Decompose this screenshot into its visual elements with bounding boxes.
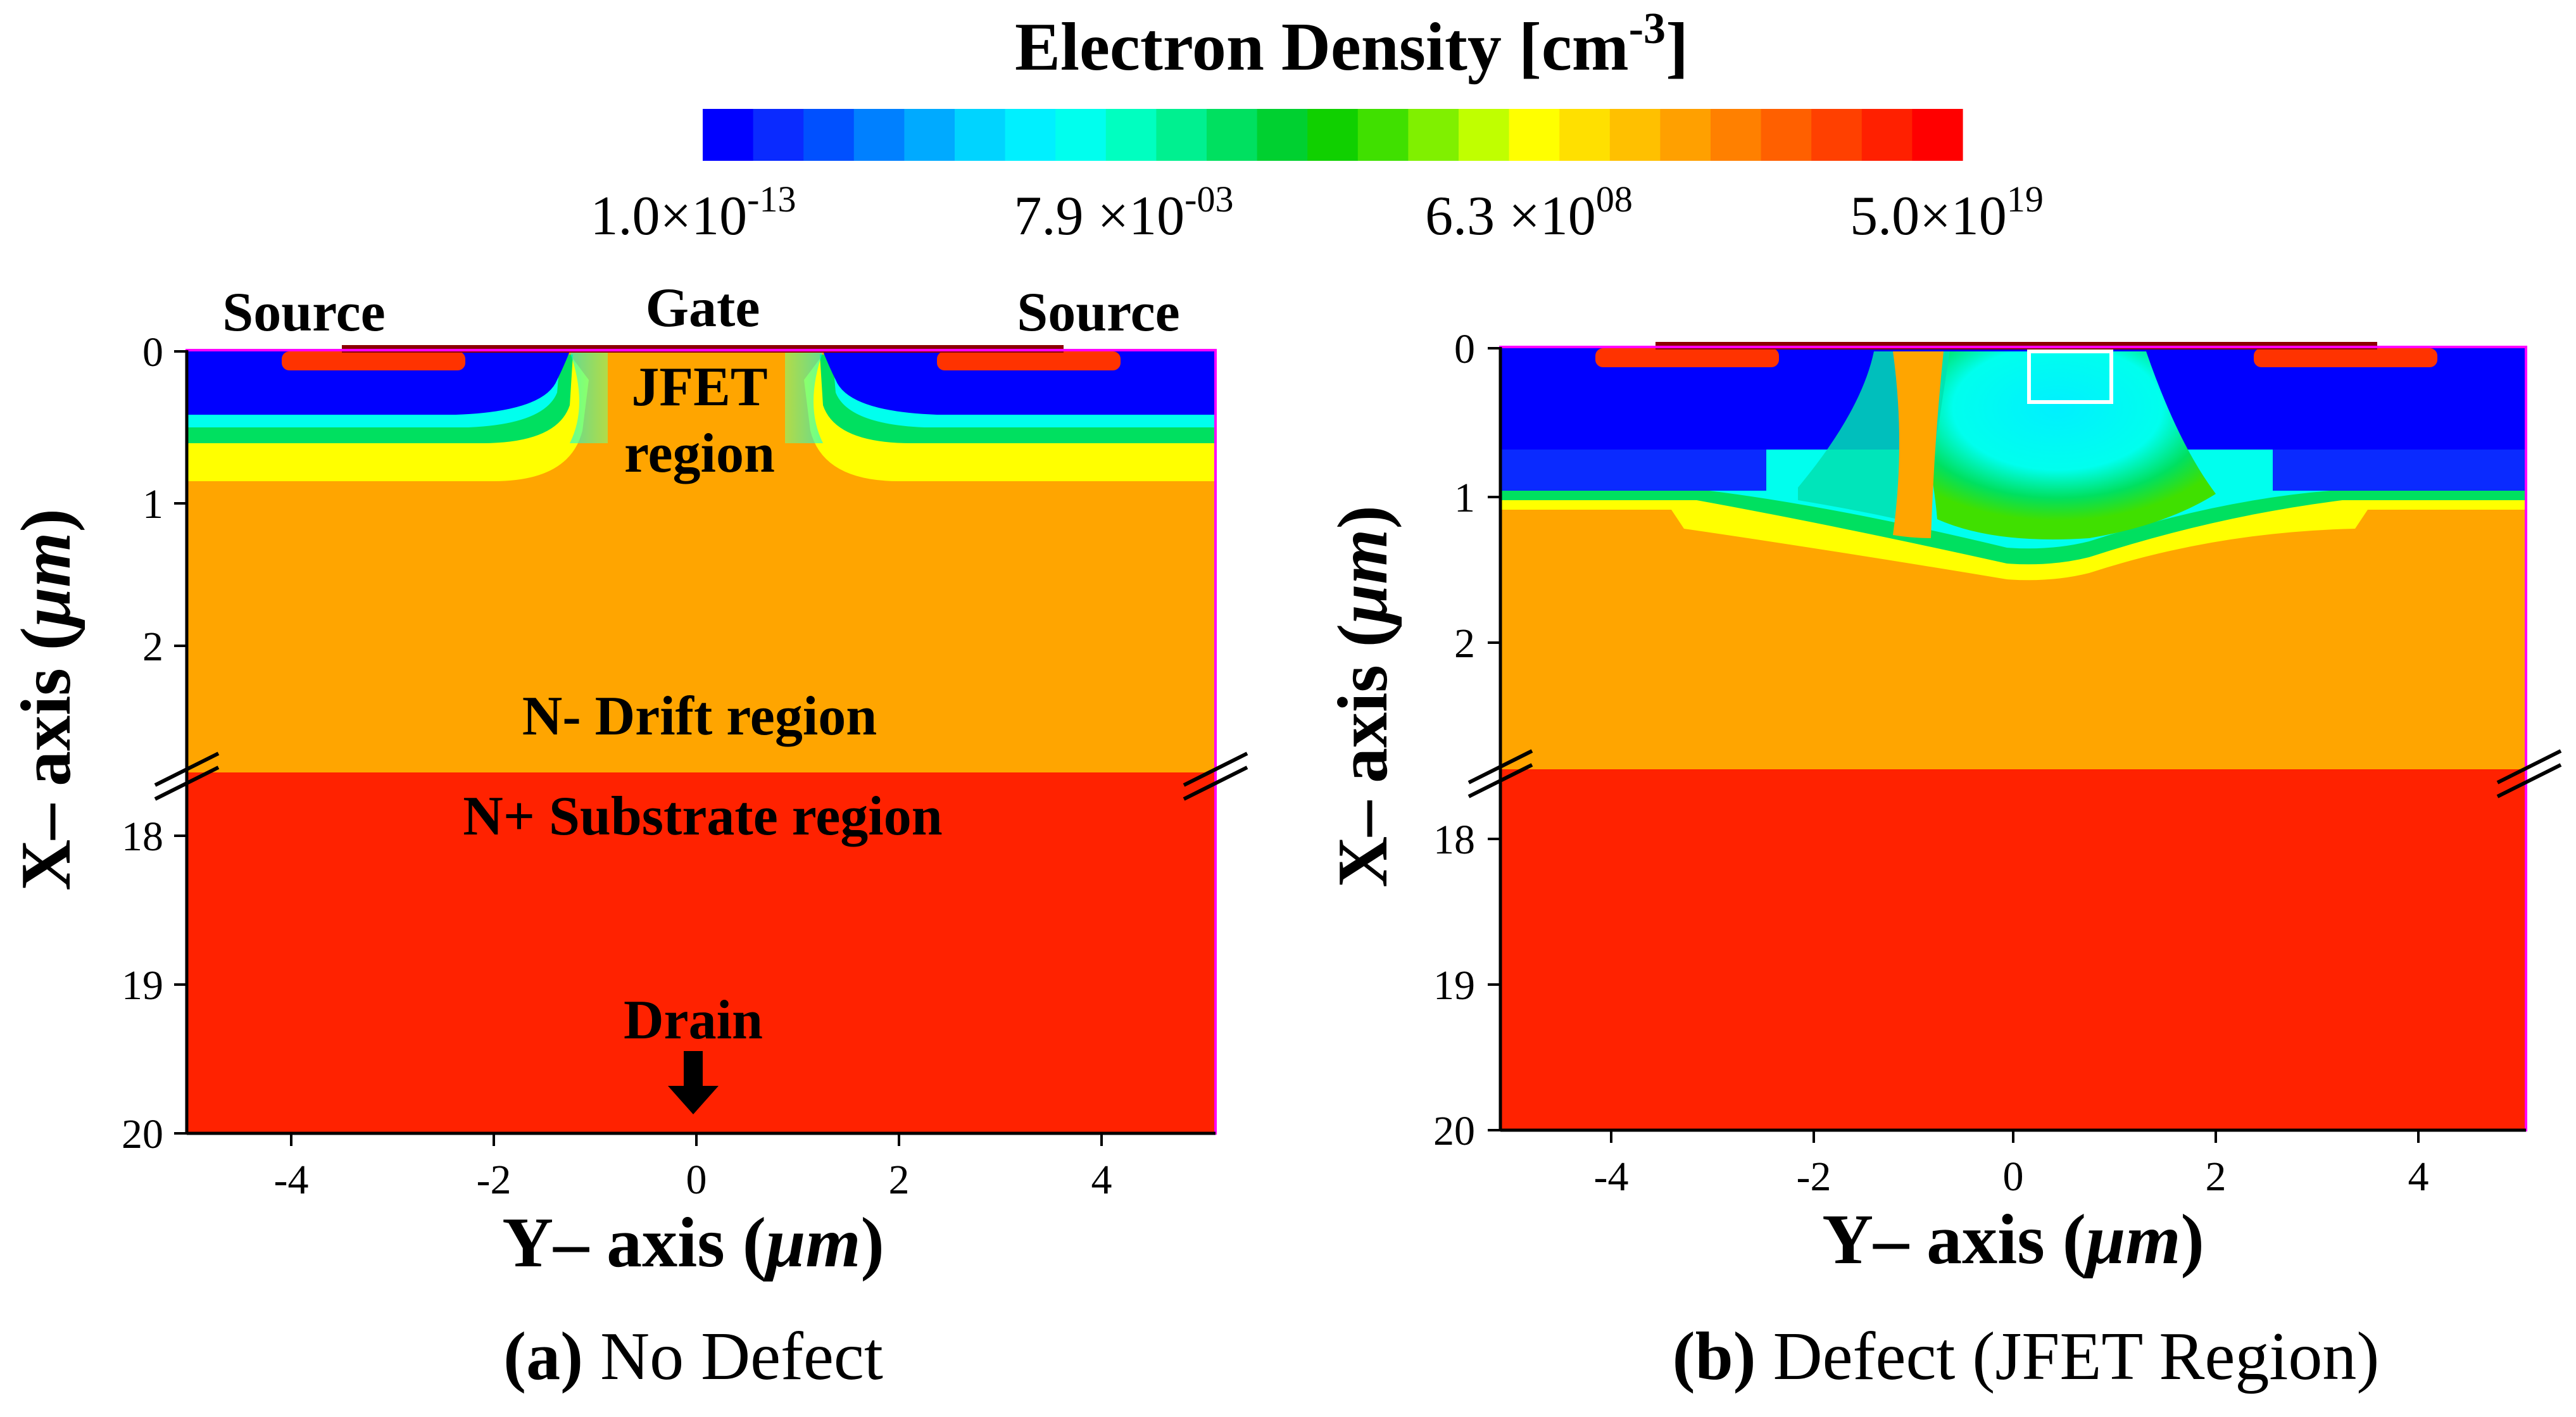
colorbar-cell (1660, 109, 1711, 161)
colorbar-cell (1459, 109, 1510, 161)
panel-a-y-tick: 2 (142, 624, 163, 670)
colorbar-tick-3: 6.3 ×1008 (1425, 179, 1633, 247)
colorbar-cell (803, 109, 855, 161)
panel-a-label-source-left: Source (222, 282, 385, 343)
panel-b-source-implant-right (2254, 348, 2437, 367)
colorbar-tick-4: 5.0×1019 (1850, 179, 2044, 247)
colorbar-cell (1257, 109, 1308, 161)
panel-a-label-substrate: N+ Substrate region (463, 786, 942, 847)
panel-b-defect-marker (2027, 350, 2113, 404)
drain-arrow-icon (668, 1051, 719, 1114)
colorbar-cell (1307, 109, 1359, 161)
colorbar-cell (1912, 109, 1963, 161)
panel-a-pwell-left (187, 351, 570, 415)
colorbar-cell (1105, 109, 1157, 161)
panel-b: -4 -2 0 2 4 0 1 2 18 19 20 Y– axis (μm) … (1324, 326, 2562, 1394)
colorbar-cell (1509, 109, 1560, 161)
panel-a-label-jfet-region: region (624, 423, 775, 484)
panel-a-x-tick: 0 (686, 1157, 707, 1203)
colorbar-cells (703, 109, 1963, 161)
panel-b-x-tick: 0 (2003, 1154, 2024, 1200)
colorbar-tick-2: 7.9 ×10-03 (1014, 179, 1234, 247)
panel-a-x-tick: 4 (1091, 1157, 1112, 1203)
panel-a-label-source-right: Source (1017, 282, 1179, 343)
panel-b-y-tick: 2 (1454, 620, 1475, 667)
colorbar-tick-1: 1.0×10-13 (591, 179, 796, 247)
panel-b-y-tick: 19 (1433, 962, 1475, 1009)
panel-a-axis-break-left (154, 752, 220, 801)
colorbar-cell (1408, 109, 1459, 161)
colorbar-cell (955, 109, 1006, 161)
panel-b-y-tick: 1 (1454, 475, 1475, 521)
colorbar-ticks: 1.0×10-13 7.9 ×10-03 6.3 ×1008 5.0×1019 (591, 179, 2044, 247)
panel-b-y-axis-label: X– axis (μm) (1324, 505, 1402, 888)
panel-b-y-tick: 20 (1433, 1108, 1475, 1154)
panel-a-label-drain: Drain (624, 990, 763, 1051)
panel-b-x-tick: 4 (2408, 1154, 2429, 1200)
panel-a-region-labels: Source Gate Source JFET region N- Drift … (222, 277, 1179, 1051)
panel-b-axis-break-left (1467, 749, 1533, 798)
colorbar-cell (1711, 109, 1762, 161)
panel-a-axis-break-right (1183, 752, 1248, 801)
panel-a-y-ticks: 0 1 2 18 19 20 (122, 329, 187, 1157)
colorbar-cell (1005, 109, 1056, 161)
panel-b-channel-core (1893, 351, 1944, 538)
panel-a-x-tick: -4 (274, 1157, 309, 1203)
panel-b-x-ticks: -4 -2 0 2 4 (1594, 1130, 2429, 1200)
panel-b-x-tick: -2 (1797, 1154, 1831, 1200)
panel-a-x-tick: -2 (477, 1157, 512, 1203)
panel-a-jfet-core (608, 351, 785, 472)
panel-b-x-tick: -4 (1594, 1154, 1629, 1200)
colorbar-cell (1811, 109, 1863, 161)
colorbar-cell (1055, 109, 1107, 161)
panel-a: -4 -2 0 2 4 0 1 2 18 19 20 Source Gate S… (7, 277, 1248, 1394)
panel-a-source-implant-left (282, 351, 465, 370)
colorbar-cell (703, 109, 754, 161)
panel-b-source-implant-left (1595, 348, 1779, 367)
colorbar-cell (1609, 109, 1661, 161)
panel-a-y-tick: 1 (142, 481, 163, 527)
panel-a-y-axis-label: X– axis (μm) (7, 508, 85, 891)
colorbar-cell (853, 109, 905, 161)
panel-b-caption: (b) Defect (JFET Region) (1673, 1319, 2380, 1394)
panel-a-label-drift: N- Drift region (522, 686, 877, 747)
colorbar-cell (1156, 109, 1207, 161)
panel-b-depletion-lower-right (2273, 450, 2526, 491)
panel-a-x-axis-label: Y– axis (μm) (502, 1204, 884, 1282)
panel-b-defect-bowl (1899, 351, 2216, 539)
panel-a-label-gate: Gate (646, 277, 760, 339)
colorbar-cell (1207, 109, 1258, 161)
colorbar-cell (1357, 109, 1409, 161)
colorbar-cell (904, 109, 955, 161)
panel-a-caption: (a) No Defect (503, 1319, 883, 1394)
panel-b-x-axis-label: Y– axis (μm) (1822, 1200, 2204, 1279)
panel-b-x-tick: 2 (2206, 1154, 2227, 1200)
panel-a-y-tick: 20 (122, 1111, 163, 1157)
panel-b-axis-break-right (2496, 749, 2562, 798)
panel-a-source-implant-right (937, 351, 1121, 370)
panel-b-y-ticks: 0 1 2 18 19 20 (1433, 326, 1500, 1154)
panel-a-y-tick: 19 (122, 962, 163, 1009)
panel-b-y-tick: 0 (1454, 326, 1475, 372)
colorbar-cell (1761, 109, 1812, 161)
colorbar-cell (753, 109, 804, 161)
colorbar-title: Electron Density [cm-3] (1015, 4, 1688, 85)
panel-a-x-ticks: -4 -2 0 2 4 (274, 1133, 1112, 1203)
panel-b-substrate-region (1500, 769, 2526, 1130)
colorbar-cell (1861, 109, 1913, 161)
colorbar: Electron Density [cm-3] 1.0×10-13 7.9 ×1… (591, 4, 2044, 247)
panel-a-y-tick: 0 (142, 329, 163, 375)
panel-a-y-tick: 18 (122, 814, 163, 860)
colorbar-cell (1559, 109, 1611, 161)
panel-b-depletion-lower-left (1500, 450, 1766, 491)
panel-a-label-jfet: JFET (631, 356, 767, 418)
panel-b-y-tick: 18 (1433, 817, 1475, 863)
panel-a-x-tick: 2 (889, 1157, 910, 1203)
